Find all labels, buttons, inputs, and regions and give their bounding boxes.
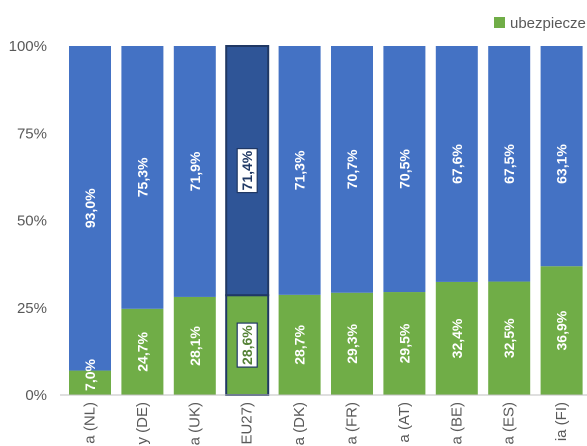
y-tick-label: 25%: [17, 300, 47, 317]
x-category-label: a (ES): [501, 402, 518, 445]
legend-label: ubezpiecze: [510, 15, 586, 32]
x-category-label: EU27): [239, 402, 256, 445]
y-tick-label: 75%: [17, 125, 47, 142]
data-label-blue: 71,4%: [239, 150, 255, 190]
bar-segment-blue: [278, 46, 321, 295]
highlight-label-box: [236, 322, 258, 368]
x-axis: a (NL) y (DE) a (UK) EU27) a (DK) a (FR) a (AT…: [60, 394, 587, 445]
bars: 7,0%93,0%24,7%75,3%28,1%71,9%28,6%71,4%2…: [69, 45, 583, 397]
bar-segment-blue: [173, 46, 216, 297]
x-category-label: a (BE): [448, 402, 465, 445]
data-label-blue: 75,3%: [134, 157, 150, 197]
bar-group: 24,7% 75,3%: [121, 46, 164, 395]
bar-segment-green: [435, 281, 478, 395]
data-label-green: 29,3%: [344, 323, 360, 363]
bar-segment-green: [278, 294, 321, 395]
data-label-green: 28,1%: [187, 326, 203, 366]
bar-segment-green: [173, 296, 216, 395]
bar-group: 32,4% 67,6%: [435, 46, 478, 395]
bar-segment-blue: [540, 46, 583, 267]
bar-segment-green: [488, 281, 531, 395]
data-label-blue: 70,7%: [344, 149, 360, 189]
y-tick-label: 100%: [9, 38, 47, 55]
data-label-green: 28,7%: [292, 325, 308, 365]
bar-segment-green: [331, 292, 373, 395]
data-label-blue: 70,5%: [396, 149, 412, 189]
bar-group: 28,1% 71,9%: [173, 46, 216, 395]
bar-segment-blue: [69, 46, 111, 371]
data-label-blue: 71,9%: [187, 151, 203, 191]
data-label-green: 7,0%: [82, 358, 98, 390]
data-label-green: 29,5%: [396, 323, 412, 363]
data-label-blue: 71,3%: [292, 150, 308, 190]
data-label-green: 28,6%: [239, 325, 255, 365]
bar-segment-green: [121, 308, 164, 395]
bar-segment-green: [540, 266, 583, 395]
data-label-green: 24,7%: [134, 332, 150, 372]
bar-segment-blue: [331, 46, 373, 293]
y-tick-label: 0%: [25, 387, 47, 404]
data-label-green: 36,9%: [554, 310, 570, 350]
bar-segment-green: [383, 292, 426, 395]
x-category-label: a (DK): [291, 402, 308, 445]
data-label-blue: 67,6%: [449, 144, 465, 184]
highlight-label-box: [236, 147, 258, 194]
x-category-label: a (NL): [82, 402, 99, 444]
data-label-blue: 67,5%: [501, 144, 517, 184]
bar-group: 29,5% 70,5%: [383, 46, 426, 395]
bar-segment-blue: [121, 46, 164, 309]
data-label-green: 32,4%: [449, 318, 465, 358]
bar-group: 32,5% 67,5%: [488, 46, 531, 395]
legend: ubezpiecze: [494, 15, 586, 32]
bar-group: 7,0% 93,0%: [69, 46, 111, 395]
bar-group: 28,7% 71,3%: [278, 46, 321, 395]
x-category-label: a (UK): [186, 402, 203, 445]
data-label-blue: 63,1%: [554, 144, 570, 184]
data-label-blue: 93,0%: [82, 188, 98, 228]
data-label-green: 32,5%: [501, 318, 517, 358]
legend-swatch: [494, 17, 505, 28]
bar-group: 36,9% 63,1%: [540, 46, 583, 395]
y-axis: 0% 25% 50% 75% 100%: [9, 38, 47, 404]
x-category-label: ia (FI): [553, 402, 570, 441]
bar-segment-blue: [383, 46, 426, 293]
x-category-label: a (FR): [344, 402, 361, 445]
bar-group: 29,3% 70,7%: [331, 46, 373, 395]
x-category-label: y (DE): [134, 402, 151, 445]
bar-segment-blue: [435, 46, 478, 282]
bar-segment-green: [69, 370, 111, 395]
bar-group: 28,6% 71,4%: [225, 45, 270, 397]
x-category-label: a (AT): [396, 402, 413, 443]
bar-segment-blue: [488, 46, 531, 282]
y-tick-label: 50%: [17, 213, 47, 230]
